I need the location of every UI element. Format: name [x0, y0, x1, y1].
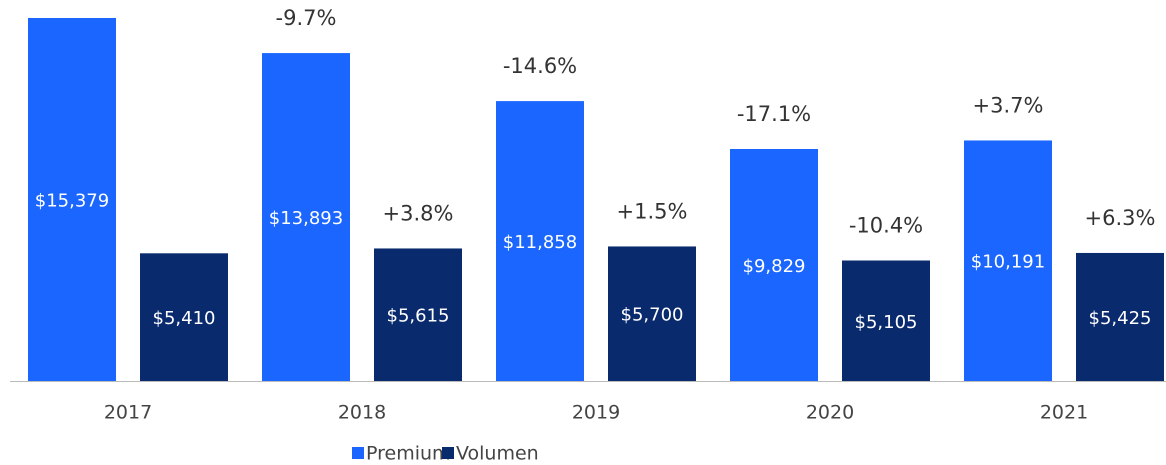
legend-label: Premium	[366, 443, 451, 465]
bar	[964, 140, 1052, 381]
legend-swatch	[352, 447, 364, 459]
change-label: -9.7%	[276, 6, 337, 30]
data-label: $5,425	[1089, 308, 1152, 329]
x-tick-label: 2019	[572, 402, 620, 424]
bar	[1076, 252, 1164, 381]
change-label: +3.7%	[973, 93, 1044, 117]
change-label: -17.1%	[737, 102, 811, 126]
bar	[374, 248, 462, 381]
legend-swatch	[442, 447, 454, 459]
change-label: +3.8%	[383, 201, 454, 225]
x-tick-label: 2021	[1040, 402, 1088, 424]
data-label: $11,858	[503, 232, 577, 253]
x-tick-label: 2018	[338, 402, 386, 424]
bar	[262, 53, 350, 381]
data-label: $5,700	[621, 305, 684, 326]
bar	[28, 18, 116, 381]
bar	[140, 253, 228, 381]
legend-label: Volumen	[456, 443, 539, 465]
data-label: $10,191	[971, 252, 1045, 273]
bar	[496, 101, 584, 381]
change-label: +6.3%	[1085, 206, 1156, 230]
data-label: $13,893	[269, 208, 343, 229]
data-label: $5,615	[387, 306, 450, 327]
x-tick-label: 2020	[806, 402, 854, 424]
data-label: $9,829	[743, 256, 806, 277]
change-label: -14.6%	[503, 54, 577, 78]
bar	[842, 260, 930, 381]
data-label: $5,105	[855, 312, 918, 333]
change-label: +1.5%	[617, 199, 688, 223]
x-tick-label: 2017	[104, 402, 152, 424]
data-label: $5,410	[153, 308, 216, 329]
bar	[730, 149, 818, 381]
change-label: -10.4%	[849, 214, 923, 238]
bar	[608, 246, 696, 381]
data-label: $15,379	[35, 191, 109, 212]
